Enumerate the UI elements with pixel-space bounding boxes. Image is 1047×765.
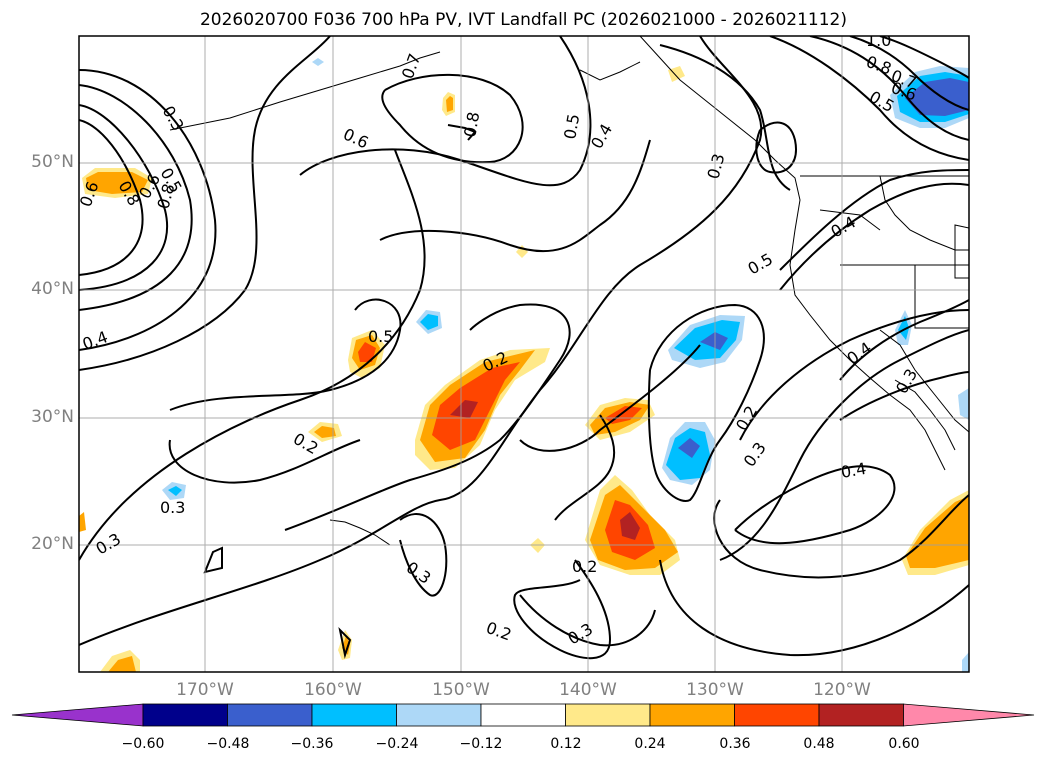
colorbar-tick-label: −0.36 (290, 736, 334, 752)
lon-label: 130°W (686, 680, 744, 700)
colorbar (11, 703, 1035, 727)
colorbar-segment (480, 703, 566, 727)
contour-label: 0.5 (368, 327, 393, 346)
lon-label: 150°W (432, 680, 490, 700)
plot-area: 1.0 0.8 0.7 0.6 0.5 0.3 0.8 0.6 0.5 0.8 … (79, 31, 969, 672)
lon-label: 170°W (176, 680, 234, 700)
colorbar-tick-label: −0.12 (459, 736, 503, 752)
pv-contours (79, 36, 969, 660)
lat-label: 50°N (31, 152, 74, 172)
map-frame (78, 35, 970, 673)
lon-label: 140°W (559, 680, 617, 700)
colorbar-tick-label: 0.12 (550, 736, 582, 752)
colorbar-tick-label: −0.60 (121, 736, 165, 752)
colorbar-segment (227, 703, 313, 727)
lat-label: 30°N (31, 407, 74, 427)
colorbar-segment (311, 703, 397, 727)
lat-label: 40°N (31, 279, 74, 299)
colorbar-segment (818, 703, 904, 727)
colorbar-segment (734, 703, 820, 727)
colorbar-segment (396, 703, 482, 727)
colorbar-extend-low (11, 703, 144, 727)
colorbar-extend-high (903, 703, 1035, 727)
contour-label: 0.2 (572, 557, 597, 576)
contour-label: 1.0 (866, 31, 891, 50)
colorbar-segment (649, 703, 735, 727)
grid-lines (79, 36, 969, 672)
lon-label: 160°W (304, 680, 362, 700)
colorbar-tick-label: 0.48 (803, 736, 835, 752)
colorbar-tick-label: 0.24 (634, 736, 666, 752)
colorbar-segment (565, 703, 651, 727)
colorbar-tick-label: −0.48 (206, 736, 250, 752)
colorbar-segment (142, 703, 228, 727)
contour-label: 0.4 (839, 459, 867, 482)
map-title: 2026020700 F036 700 hPa PV, IVT Landfall… (199, 10, 847, 30)
contour-label: 0.5 (560, 112, 583, 140)
colorbar-tick-label: 0.60 (888, 736, 920, 752)
colorbar-tick-label: −0.24 (375, 736, 419, 752)
lon-label: 120°W (813, 680, 871, 700)
colorbar-tick-label: 0.36 (719, 736, 751, 752)
lat-label: 20°N (31, 534, 74, 554)
coastlines (169, 36, 969, 546)
contour-label: 0.3 (160, 498, 185, 517)
contour-label: 0.8 (460, 110, 483, 138)
